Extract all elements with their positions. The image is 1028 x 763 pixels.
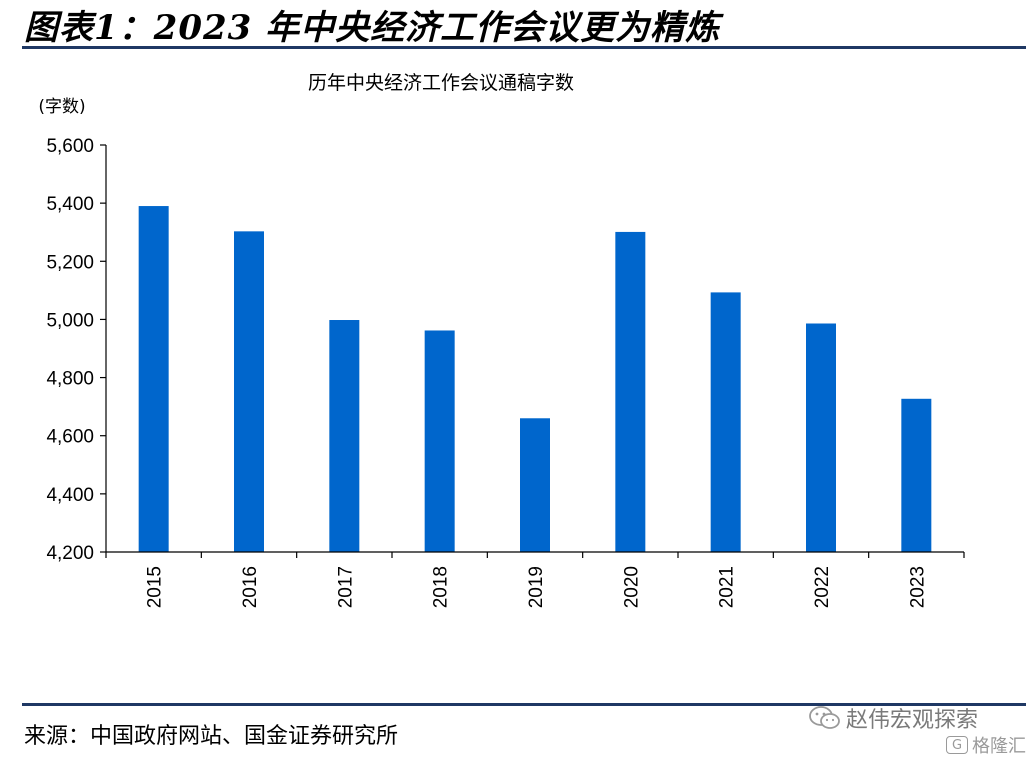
x-tick-label: 2016 xyxy=(240,566,261,608)
chart-title: 历年中央经济工作会议通稿字数 xyxy=(308,72,574,94)
y-tick-label: 4,200 xyxy=(46,543,94,564)
x-axis-ticks: 2015 2016 2017 2018 2019 2020 2021 2022 2023 xyxy=(105,552,965,608)
platform-logo-icon: G xyxy=(946,736,968,754)
y-tick-label: 5,400 xyxy=(46,194,94,215)
top-divider xyxy=(22,46,1026,49)
bar xyxy=(710,292,741,552)
x-tick-label: 2023 xyxy=(907,566,928,608)
y-tick-label: 4,600 xyxy=(46,427,94,448)
figure-heading: 图表1：2023 年中央经济工作会议更为精炼 xyxy=(24,8,721,48)
watermark-account: 赵伟宏观探索 xyxy=(846,708,979,733)
y-axis-ticks: 4,200 4,400 4,600 4,800 5,000 5,200 5,400 5,600 xyxy=(46,136,106,564)
y-tick-label: 5,600 xyxy=(46,136,94,157)
bar xyxy=(520,418,550,552)
y-tick-label: 5,000 xyxy=(46,310,94,331)
bar-chart: 历年中央经济工作会议通稿字数 (字数) 4,200 4,400 4,600 4,800… xyxy=(38,72,965,608)
bar xyxy=(329,320,360,552)
bar xyxy=(424,330,455,552)
bar xyxy=(615,231,646,552)
y-tick-label: 5,200 xyxy=(46,252,94,273)
watermark: 赵伟宏观探索 G 格隆汇 xyxy=(808,700,1026,760)
x-tick-label: 2017 xyxy=(335,566,356,608)
bar-series xyxy=(138,206,932,553)
watermark-platform: 格隆汇 xyxy=(972,736,1026,757)
y-tick-label: 4,800 xyxy=(46,369,94,390)
bottom-divider xyxy=(22,703,1026,706)
x-tick-label: 2021 xyxy=(717,566,738,608)
bar xyxy=(138,206,169,553)
x-tick-label: 2018 xyxy=(431,566,452,608)
axes xyxy=(105,145,964,553)
source-note: 来源：中国政府网站、国金证券研究所 xyxy=(24,724,399,749)
y-axis-unit-label: (字数) xyxy=(38,97,85,117)
bar xyxy=(234,231,264,552)
x-tick-label: 2020 xyxy=(621,566,642,608)
bar xyxy=(806,323,836,552)
x-tick-label: 2022 xyxy=(812,566,833,608)
wechat-icon xyxy=(809,706,840,729)
y-tick-label: 4,400 xyxy=(46,485,94,506)
x-tick-label: 2015 xyxy=(145,566,166,608)
x-tick-label: 2019 xyxy=(526,566,547,608)
bar xyxy=(901,398,932,552)
